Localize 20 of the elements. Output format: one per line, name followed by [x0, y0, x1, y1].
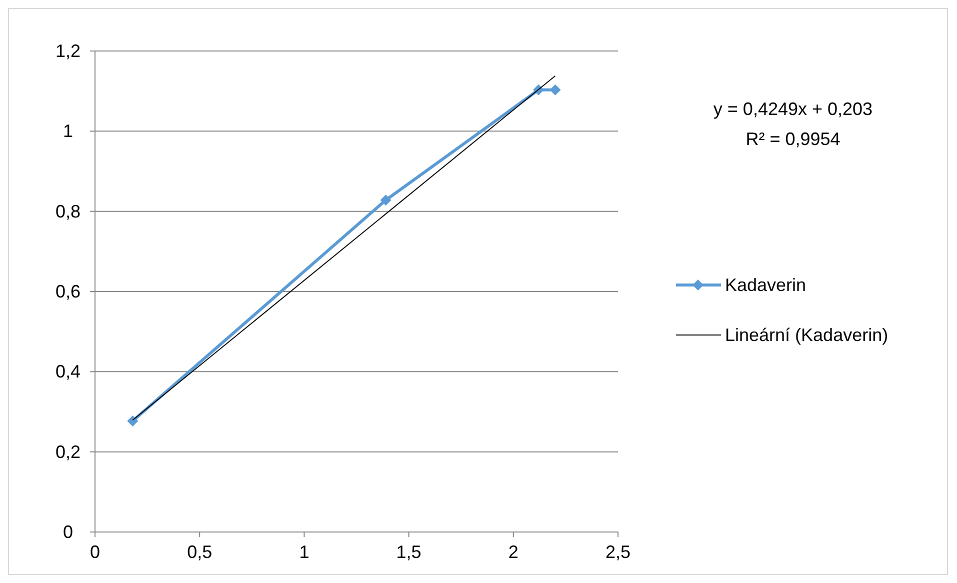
y-tick-label: 0,8 [55, 201, 81, 222]
point [127, 415, 138, 426]
x-tick-label: 1 [299, 542, 310, 562]
legend-label: Kadaverin [725, 275, 806, 295]
y-tick-label: 0,6 [55, 282, 81, 302]
text: y = 0,4249x + 0,203 [713, 99, 873, 119]
x-tick-label: 1,5 [396, 542, 422, 562]
x-tick-label: 2,5 [605, 542, 631, 562]
y-tick-label: 0,2 [55, 442, 81, 462]
legend-label: Lineární (Kadaverin) [725, 325, 888, 345]
x-tick-label: 0 [90, 542, 100, 562]
y-tick-label: 1,2 [55, 41, 81, 61]
text: R² = 0,9954 [746, 129, 840, 149]
y-tick-label: 0,4 [55, 362, 81, 382]
y-tick-label: 1 [62, 121, 74, 142]
point [550, 84, 561, 96]
x-tick-label: 2 [508, 542, 518, 562]
point [380, 194, 392, 206]
x-tick-label: 0,5 [187, 542, 212, 562]
y-tick-label: 0 [62, 522, 74, 542]
